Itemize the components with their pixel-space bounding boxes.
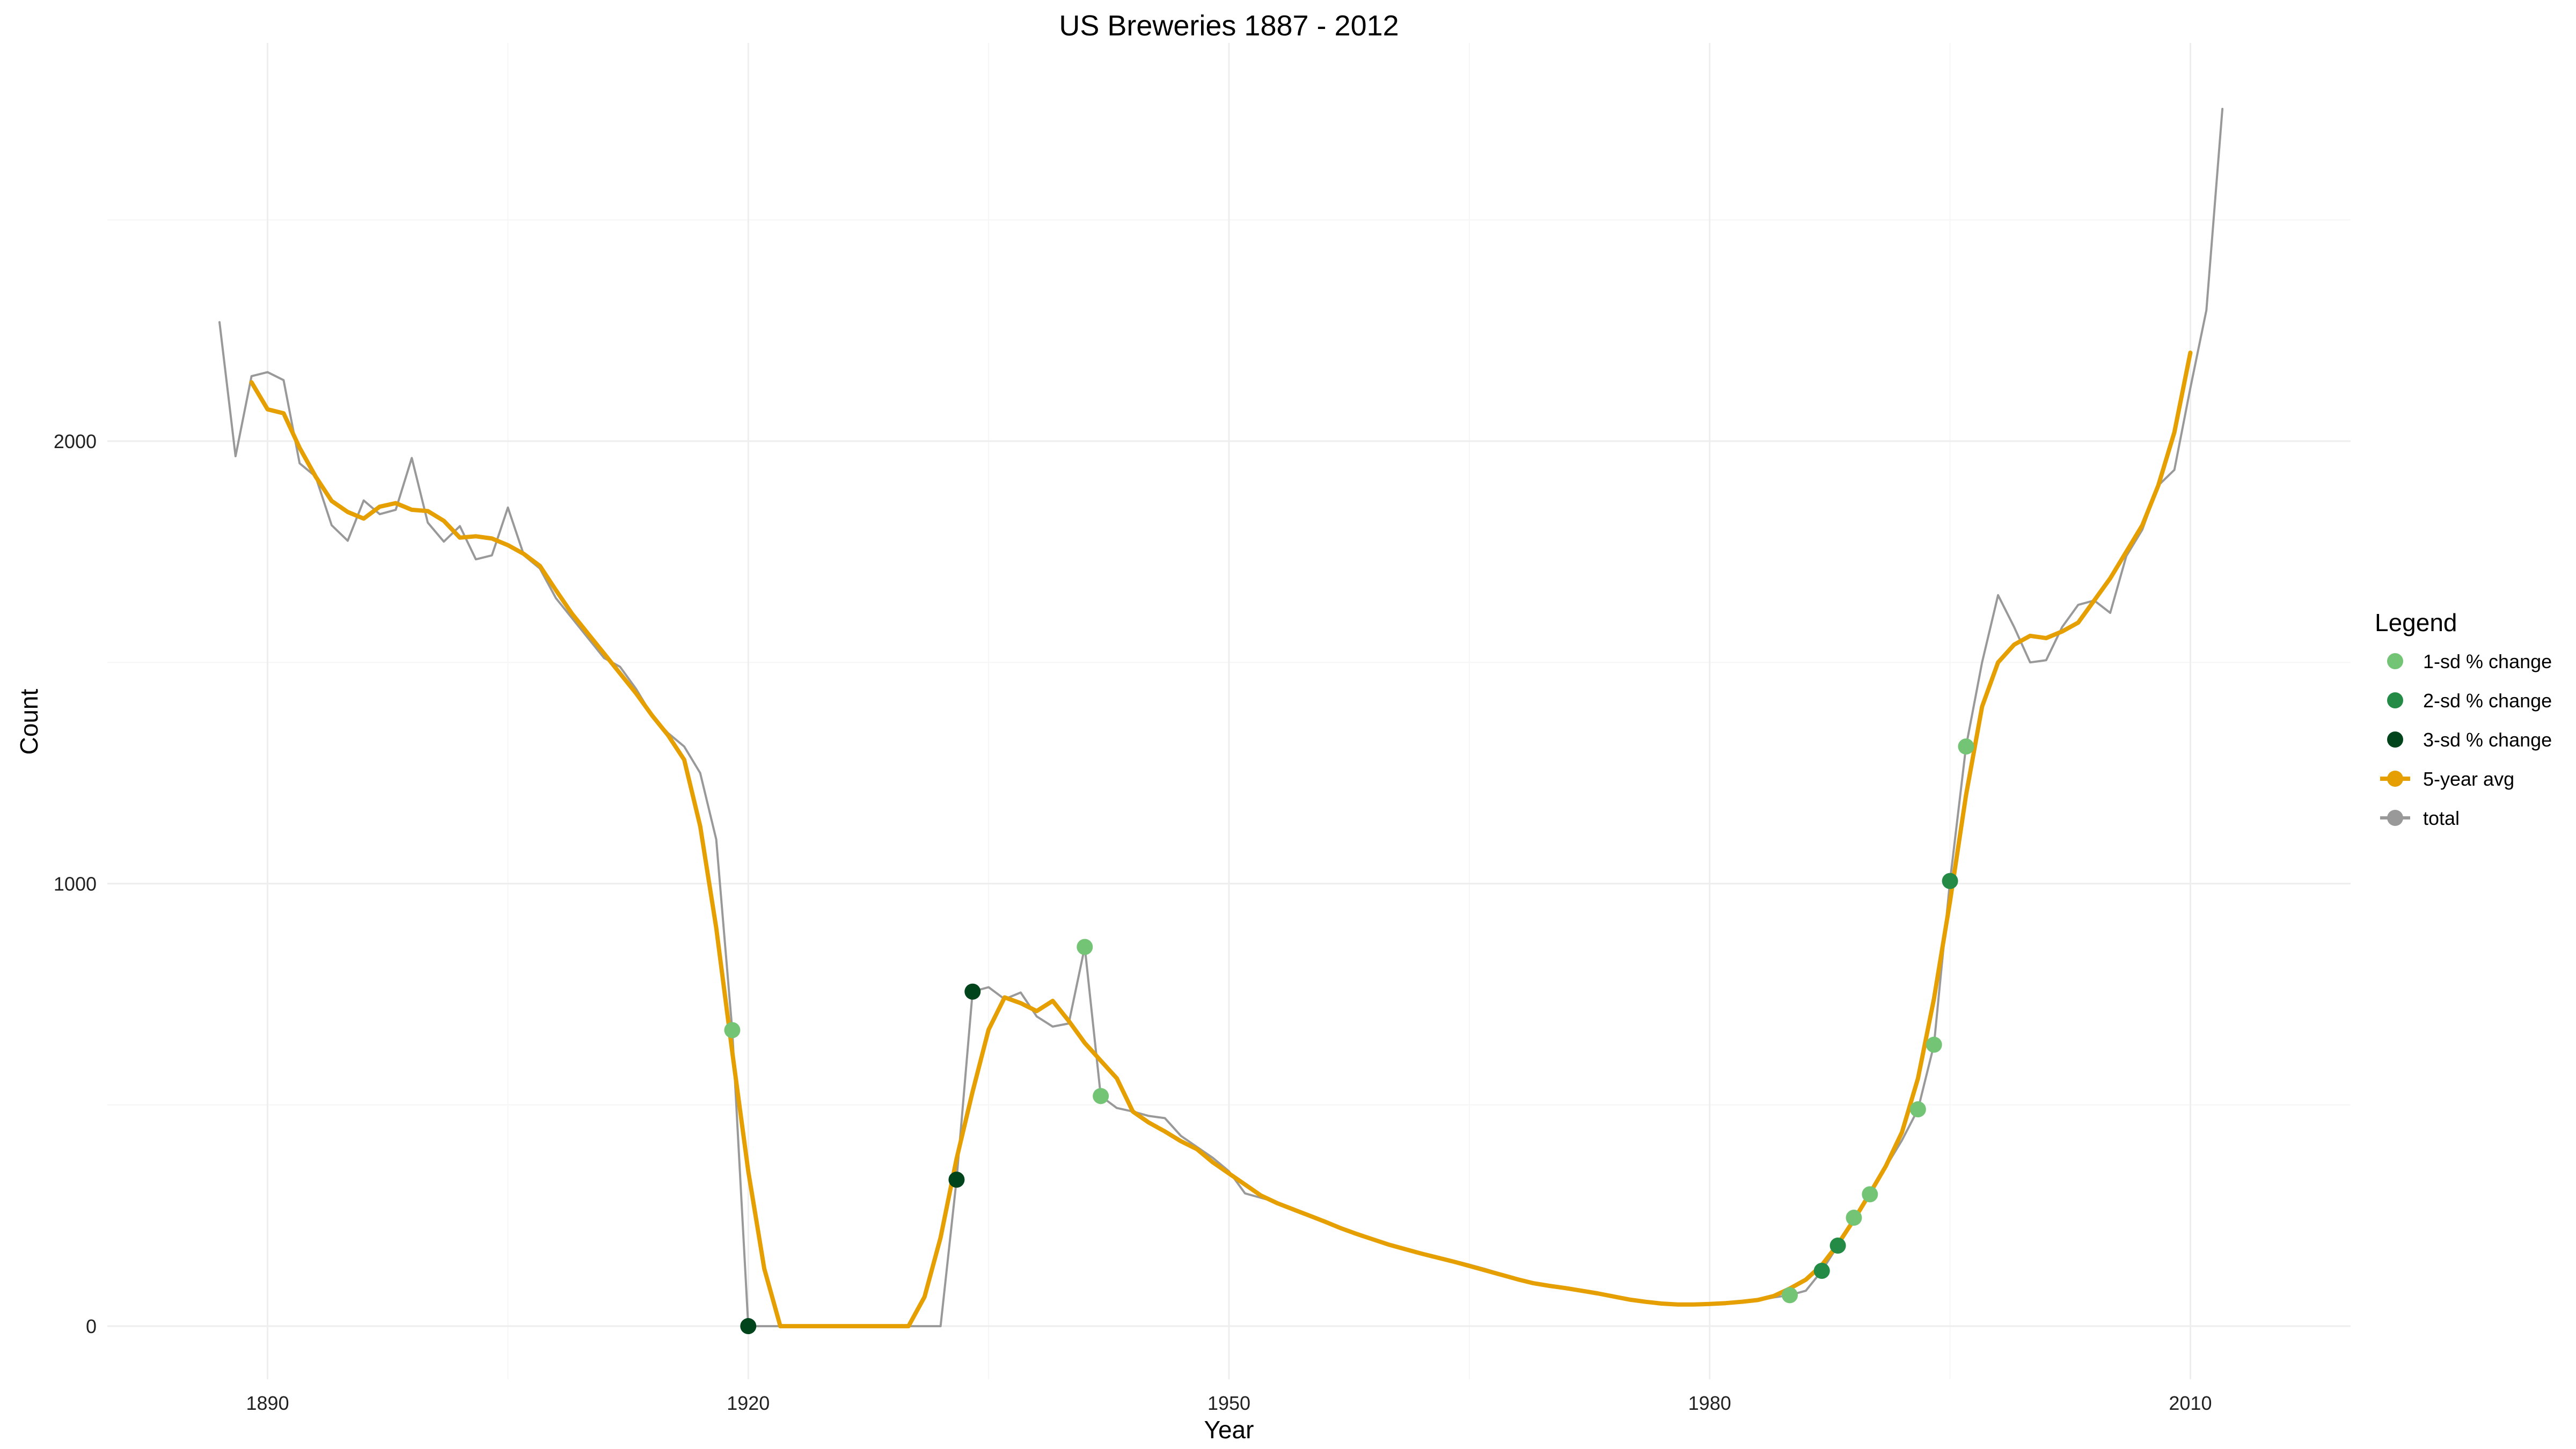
sd2-point <box>1813 1262 1830 1279</box>
sd1-point <box>1782 1287 1798 1304</box>
legend-key-dot <box>2387 771 2403 787</box>
legend-key-dot <box>2387 731 2403 748</box>
legend-key-dot <box>2387 810 2403 826</box>
sd3-point <box>740 1318 757 1335</box>
axes: 1890 1920 1950 1980 2010 0 1000 2000 <box>54 430 2212 1414</box>
sd1-point <box>1909 1101 1926 1118</box>
sd3-point <box>948 1172 965 1188</box>
sd3-point <box>964 983 981 1000</box>
sd1-point <box>1862 1186 1878 1203</box>
legend-key-dot <box>2387 692 2403 708</box>
legend-label: 2-sd % change <box>2423 690 2552 712</box>
y-tick-label: 1000 <box>54 873 97 895</box>
legend-label: total <box>2423 807 2460 829</box>
legend-item: 2-sd % change <box>2387 690 2552 712</box>
legend-item: total <box>2380 807 2460 829</box>
y-tick-label: 2000 <box>54 430 97 452</box>
x-tick-label: 1980 <box>1688 1392 1731 1414</box>
sd1-point <box>1958 738 1974 755</box>
sd2-point <box>1829 1238 1846 1254</box>
sd2-point <box>1942 873 1958 889</box>
x-tick-label: 1950 <box>1208 1392 1250 1414</box>
legend-item: 5-year avg <box>2380 768 2514 790</box>
sd1-point <box>1093 1088 1109 1104</box>
x-tick-label: 1890 <box>246 1392 289 1414</box>
legend-title: Legend <box>2375 609 2457 636</box>
chart-title: US Breweries 1887 - 2012 <box>1059 10 1399 42</box>
legend: Legend 1-sd % change 2-sd % change 3-sd % … <box>2375 609 2552 829</box>
y-axis-label: Count <box>15 689 43 755</box>
legend-label: 5-year avg <box>2423 768 2514 790</box>
sd1-point <box>724 1022 741 1038</box>
x-axis-label: Year <box>1204 1416 1254 1444</box>
sd1-point <box>1077 939 1093 955</box>
change-points <box>724 738 1974 1335</box>
legend-label: 3-sd % change <box>2423 729 2552 751</box>
legend-label: 1-sd % change <box>2423 650 2552 672</box>
sd1-point <box>1846 1210 1862 1226</box>
legend-item: 1-sd % change <box>2387 650 2552 672</box>
grid <box>107 43 2351 1379</box>
legend-key-dot <box>2387 653 2403 669</box>
sd1-point <box>1926 1036 1942 1053</box>
x-tick-label: 2010 <box>2169 1392 2212 1414</box>
legend-item: 3-sd % change <box>2387 729 2552 751</box>
x-tick-label: 1920 <box>727 1392 770 1414</box>
y-tick-label: 0 <box>86 1315 97 1337</box>
legend-items: 1-sd % change 2-sd % change 3-sd % change 5… <box>2380 650 2552 829</box>
